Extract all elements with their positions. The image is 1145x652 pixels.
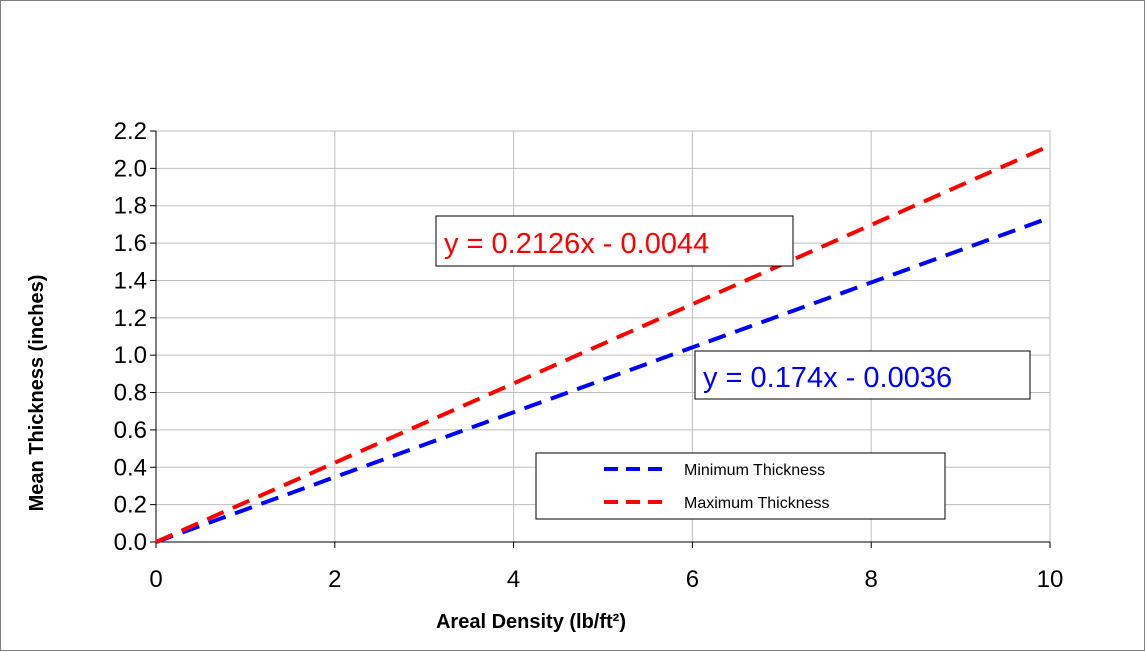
equation-max: y = 0.2126x - 0.0044 (444, 228, 709, 260)
y-tick-label: 2.0 (114, 155, 147, 182)
y-tick-label: 1.2 (114, 305, 147, 332)
x-tick-label: 4 (507, 566, 520, 593)
equation-box-min-frame (694, 350, 1031, 400)
equation-box-min: y = 0.174x - 0.0036 (694, 350, 1031, 400)
x-axis-title: Areal Density (lb/ft²) (436, 611, 626, 633)
x-tick-labels: 0 2 4 6 8 10 (149, 566, 1063, 593)
y-tick-label: 0.0 (114, 529, 147, 556)
x-tick-label: 0 (149, 566, 162, 593)
y-axis-title: Mean Thickness (inches) (26, 275, 48, 512)
y-tick-labels: 0.0 0.2 0.4 0.6 0.8 1.0 1.2 1.4 1.6 1.8 2.0 2.2 (114, 118, 147, 556)
legend: Minimum Thickness Maximum Thickness (535, 452, 946, 520)
series-line-minimum-thickness (155, 215, 1051, 544)
legend-box (535, 452, 946, 520)
x-tick-label: 8 (865, 566, 878, 593)
y-tick-label: 0.8 (114, 380, 147, 407)
series-line-maximum-thickness (155, 143, 1051, 544)
y-tick-label: 0.6 (114, 417, 147, 444)
equation-box-max-frame (435, 215, 794, 267)
y-tick-label: 0.2 (114, 492, 147, 519)
y-tick-label: 1.6 (114, 230, 147, 257)
equation-min: y = 0.174x - 0.0036 (703, 362, 952, 394)
y-tick-label: 1.0 (114, 342, 147, 369)
y-tick-label: 0.4 (114, 454, 147, 481)
y-tick-label: 1.4 (114, 267, 147, 294)
y-tick-label: 2.2 (114, 118, 147, 145)
y-tick-label: 1.8 (114, 193, 147, 220)
x-tick-label: 2 (328, 566, 341, 593)
x-tick-label: 10 (1037, 566, 1064, 593)
x-tick-label: 6 (686, 566, 699, 593)
legend-label-maximum: Maximum Thickness (684, 495, 830, 512)
series-layer (155, 143, 1051, 544)
grid-layer (150, 130, 1051, 548)
equation-box-max: y = 0.2126x - 0.0044 (435, 215, 794, 267)
legend-label-minimum: Minimum Thickness (684, 462, 825, 479)
